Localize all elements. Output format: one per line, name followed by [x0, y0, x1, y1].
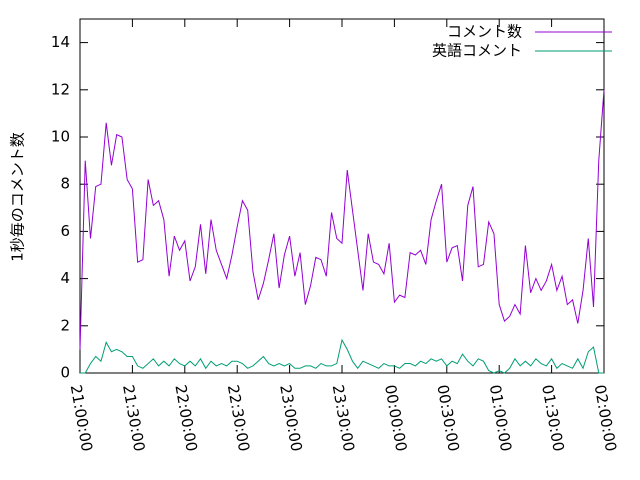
x-tick-label: 23:30:00 — [329, 383, 358, 452]
x-tick-label: 00:00:00 — [381, 383, 410, 452]
y-tick-label: 12 — [51, 80, 70, 98]
data-line — [79, 89, 605, 350]
y-tick-label: 14 — [51, 33, 70, 51]
y-tick-label: 2 — [60, 316, 70, 334]
x-tick-label: 21:00:00 — [67, 383, 96, 452]
y-tick-label: 4 — [60, 269, 70, 287]
x-tick-label: 22:00:00 — [171, 383, 200, 452]
legend-label: 英語コメント — [432, 42, 522, 60]
x-tick-label: 01:00:00 — [486, 383, 515, 452]
x-tick-label: 22:30:00 — [224, 383, 253, 452]
plot-border — [79, 18, 605, 374]
x-tick-label: 01:30:00 — [538, 383, 567, 452]
x-tick-label: 23:00:00 — [276, 383, 305, 452]
x-tick-label: 00:30:00 — [433, 383, 462, 452]
y-tick-label: 8 — [60, 175, 70, 193]
legend-label: コメント数 — [447, 23, 522, 41]
y-tick-label: 6 — [60, 222, 70, 240]
y-axis-label: 1秒毎のコメント数 — [9, 132, 27, 262]
y-tick-label: 10 — [51, 128, 70, 146]
y-tick-label: 0 — [60, 364, 70, 382]
data-line — [80, 338, 604, 374]
x-tick-label: 02:00:00 — [591, 383, 620, 452]
x-tick-label: 21:30:00 — [119, 383, 148, 452]
